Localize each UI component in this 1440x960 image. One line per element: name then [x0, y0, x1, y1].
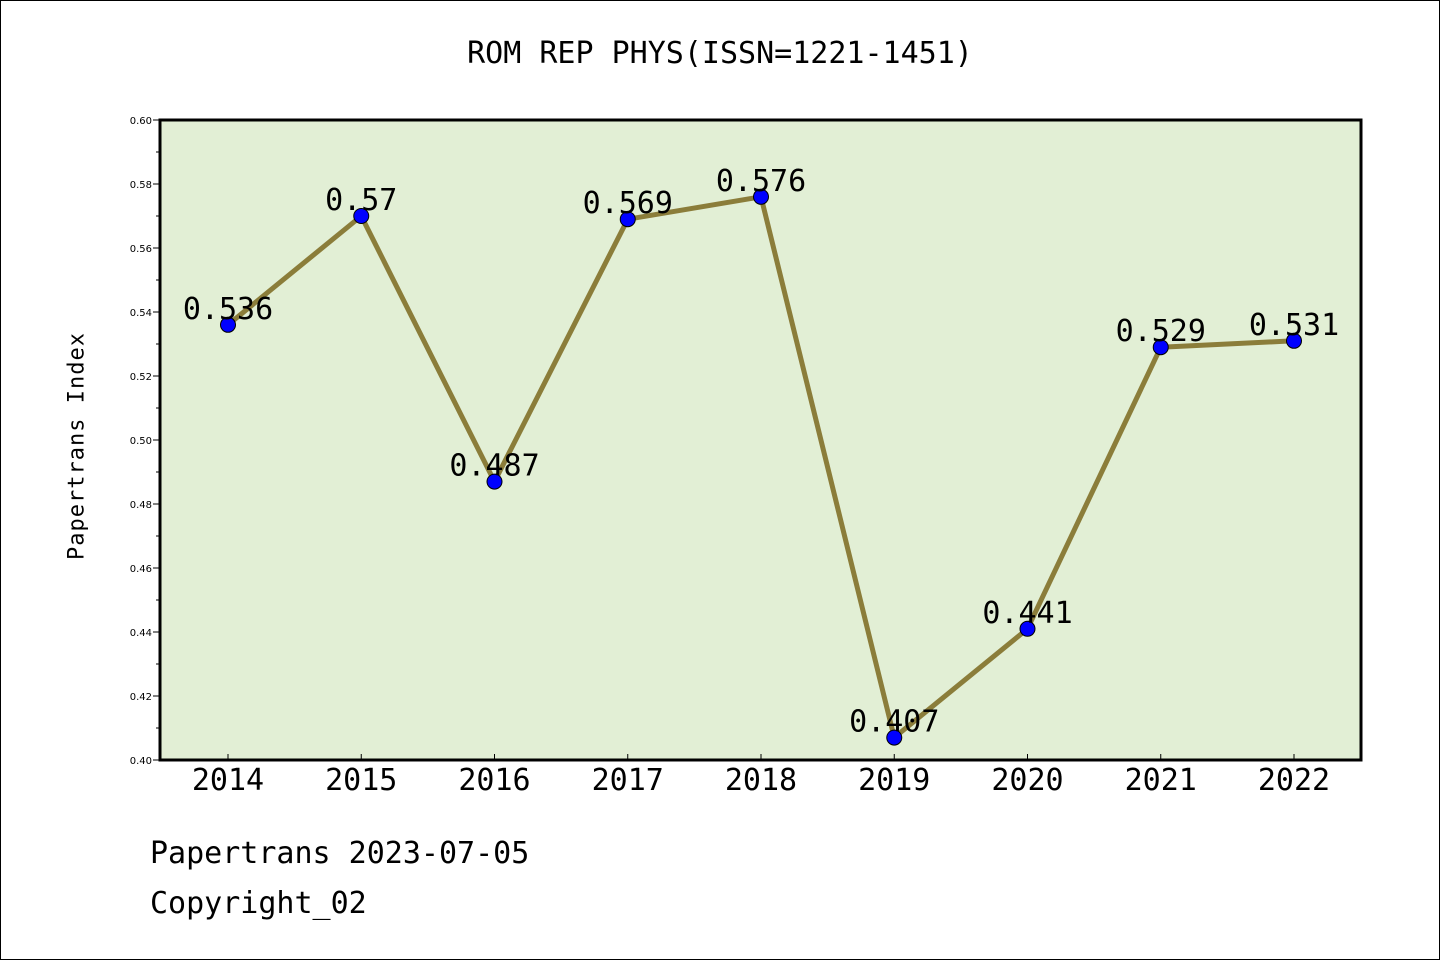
data-label: 0.407	[849, 705, 939, 740]
data-point	[886, 729, 903, 746]
data-labels: 0.536 0.57 0.487 0.569 0.576 0.407 0.441 0.529 0…	[183, 164, 1339, 740]
data-point	[1152, 339, 1169, 356]
footer-copyright: Copyright_02	[150, 886, 367, 921]
x-tick-label: 2015	[325, 763, 397, 798]
y-tick-label: 0.46	[130, 564, 152, 575]
y-tick-label: 0.48	[130, 500, 152, 511]
y-tick-label: 0.58	[130, 180, 152, 191]
data-point	[353, 208, 370, 224]
y-tick-label: 0.42	[130, 692, 152, 703]
plot-area	[160, 120, 1361, 760]
footer-source: Papertrans 2023-07-05	[150, 836, 530, 871]
y-tick-label: 0.40	[130, 756, 152, 767]
y-axis-ticks: 0.40 0.42 0.44 0.46 0.48 0.50 0.52 0.54 0.56 0.58…	[130, 116, 160, 767]
y-tick-label: 0.50	[130, 436, 152, 447]
data-point	[753, 188, 769, 205]
y-tick-label: 0.60	[130, 116, 152, 127]
x-tick-label: 2021	[1125, 763, 1197, 798]
y-tick-label: 0.44	[130, 628, 152, 639]
y-tick-label: 0.54	[130, 308, 152, 319]
data-points	[220, 188, 1302, 746]
data-label: 0.57	[325, 183, 397, 218]
data-label: 0.531	[1249, 308, 1339, 343]
y-tick-label: 0.56	[130, 244, 152, 255]
x-tick-label: 2018	[725, 763, 797, 798]
x-tick-label: 2016	[458, 763, 530, 798]
data-label: 0.569	[583, 186, 673, 221]
data-point	[619, 211, 636, 228]
data-label: 0.576	[716, 164, 806, 199]
y-tick-label: 0.52	[130, 372, 152, 383]
data-point	[1019, 620, 1036, 637]
x-tick-label: 2019	[858, 763, 930, 798]
data-point	[486, 473, 503, 490]
x-tick-label: 2017	[592, 763, 664, 798]
x-tick-label: 2020	[991, 763, 1063, 798]
x-axis-tick-labels: 2014 2015 2016 2017 2018 2019 2020 2021 2022	[192, 754, 1330, 798]
data-point	[1286, 332, 1302, 349]
data-label: 0.441	[982, 596, 1072, 631]
data-point	[220, 316, 236, 333]
plot-border	[158, 118, 1363, 762]
data-label: 0.529	[1116, 314, 1206, 349]
x-tick-label: 2014	[192, 763, 264, 798]
data-label: 0.487	[449, 449, 539, 484]
x-tick-label: 2022	[1258, 763, 1330, 798]
data-label: 0.536	[183, 292, 273, 327]
chart-title: ROM REP PHYS(ISSN=1221-1451)	[467, 36, 973, 71]
